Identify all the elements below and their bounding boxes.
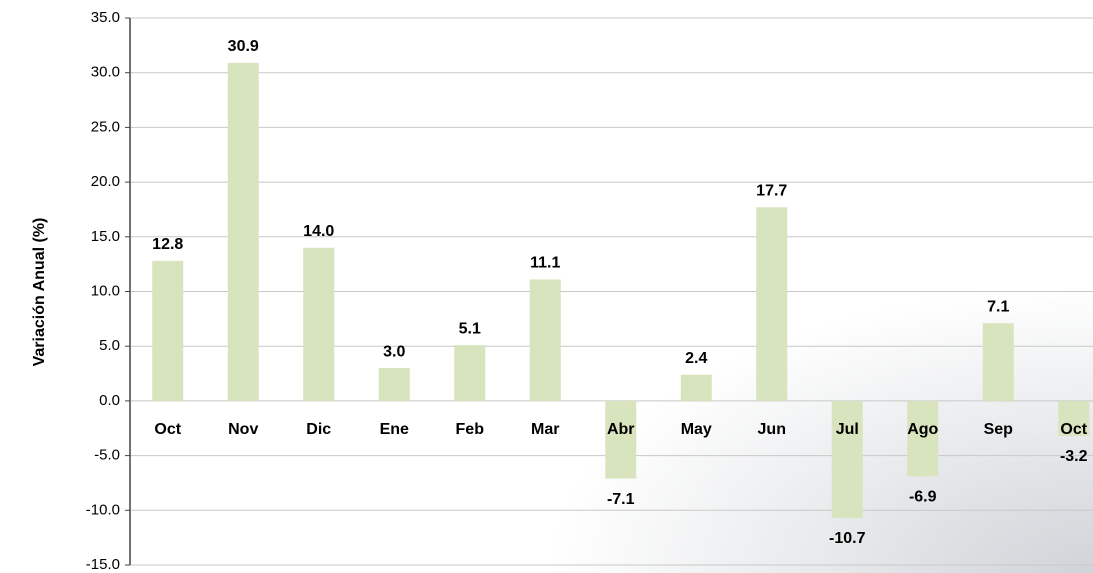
y-tick-label: 5.0 [99, 337, 120, 354]
bar [227, 62, 259, 401]
value-label: 3.0 [383, 343, 405, 360]
y-axis-label: Variación Anual (%) [31, 218, 48, 367]
value-label: 30.9 [228, 38, 259, 55]
bar [680, 374, 712, 401]
y-tick-label: 15.0 [91, 228, 120, 245]
value-label: 7.1 [987, 298, 1009, 315]
x-tick-label: Mar [531, 421, 559, 438]
x-tick-label: Ago [907, 421, 938, 438]
value-label: 5.1 [459, 320, 481, 337]
bar [907, 400, 939, 477]
bar [378, 368, 410, 401]
value-label: 12.8 [152, 236, 183, 253]
value-label: -7.1 [607, 491, 635, 508]
bar [529, 279, 561, 401]
bar [454, 345, 486, 401]
bar [605, 400, 637, 479]
value-label: -3.2 [1060, 448, 1088, 465]
bar [831, 400, 863, 518]
value-label: 2.4 [685, 350, 707, 367]
bar [982, 323, 1014, 401]
y-tick-label: 30.0 [91, 64, 120, 81]
bar [756, 207, 788, 401]
y-tick-label: -5.0 [94, 447, 120, 464]
y-tick-label: -10.0 [86, 501, 120, 518]
bar [303, 247, 335, 401]
x-tick-label: Ene [380, 421, 409, 438]
y-tick-label: 35.0 [91, 9, 120, 26]
value-label: -10.7 [829, 530, 866, 547]
value-label: 14.0 [303, 223, 334, 240]
x-tick-label: Jun [758, 421, 786, 438]
y-tick-label: -15.0 [86, 556, 120, 573]
x-tick-label: Oct [1060, 421, 1087, 438]
value-label: 17.7 [756, 182, 787, 199]
x-tick-label: Sep [984, 421, 1014, 438]
x-tick-label: Dic [306, 421, 331, 438]
x-tick-label: Feb [456, 421, 485, 438]
x-tick-label: Jul [836, 421, 859, 438]
y-tick-label: 0.0 [99, 392, 120, 409]
bar [152, 260, 184, 401]
x-tick-label: Oct [154, 421, 181, 438]
x-tick-label: Abr [607, 421, 635, 438]
x-tick-label: Nov [228, 421, 258, 438]
value-label: 11.1 [530, 255, 560, 272]
y-tick-label: 10.0 [91, 282, 120, 299]
bar [1058, 400, 1090, 436]
y-tick-label: 25.0 [91, 118, 120, 135]
x-tick-label: May [681, 421, 712, 438]
value-label: -6.9 [909, 489, 937, 506]
y-tick-label: 20.0 [91, 173, 120, 190]
